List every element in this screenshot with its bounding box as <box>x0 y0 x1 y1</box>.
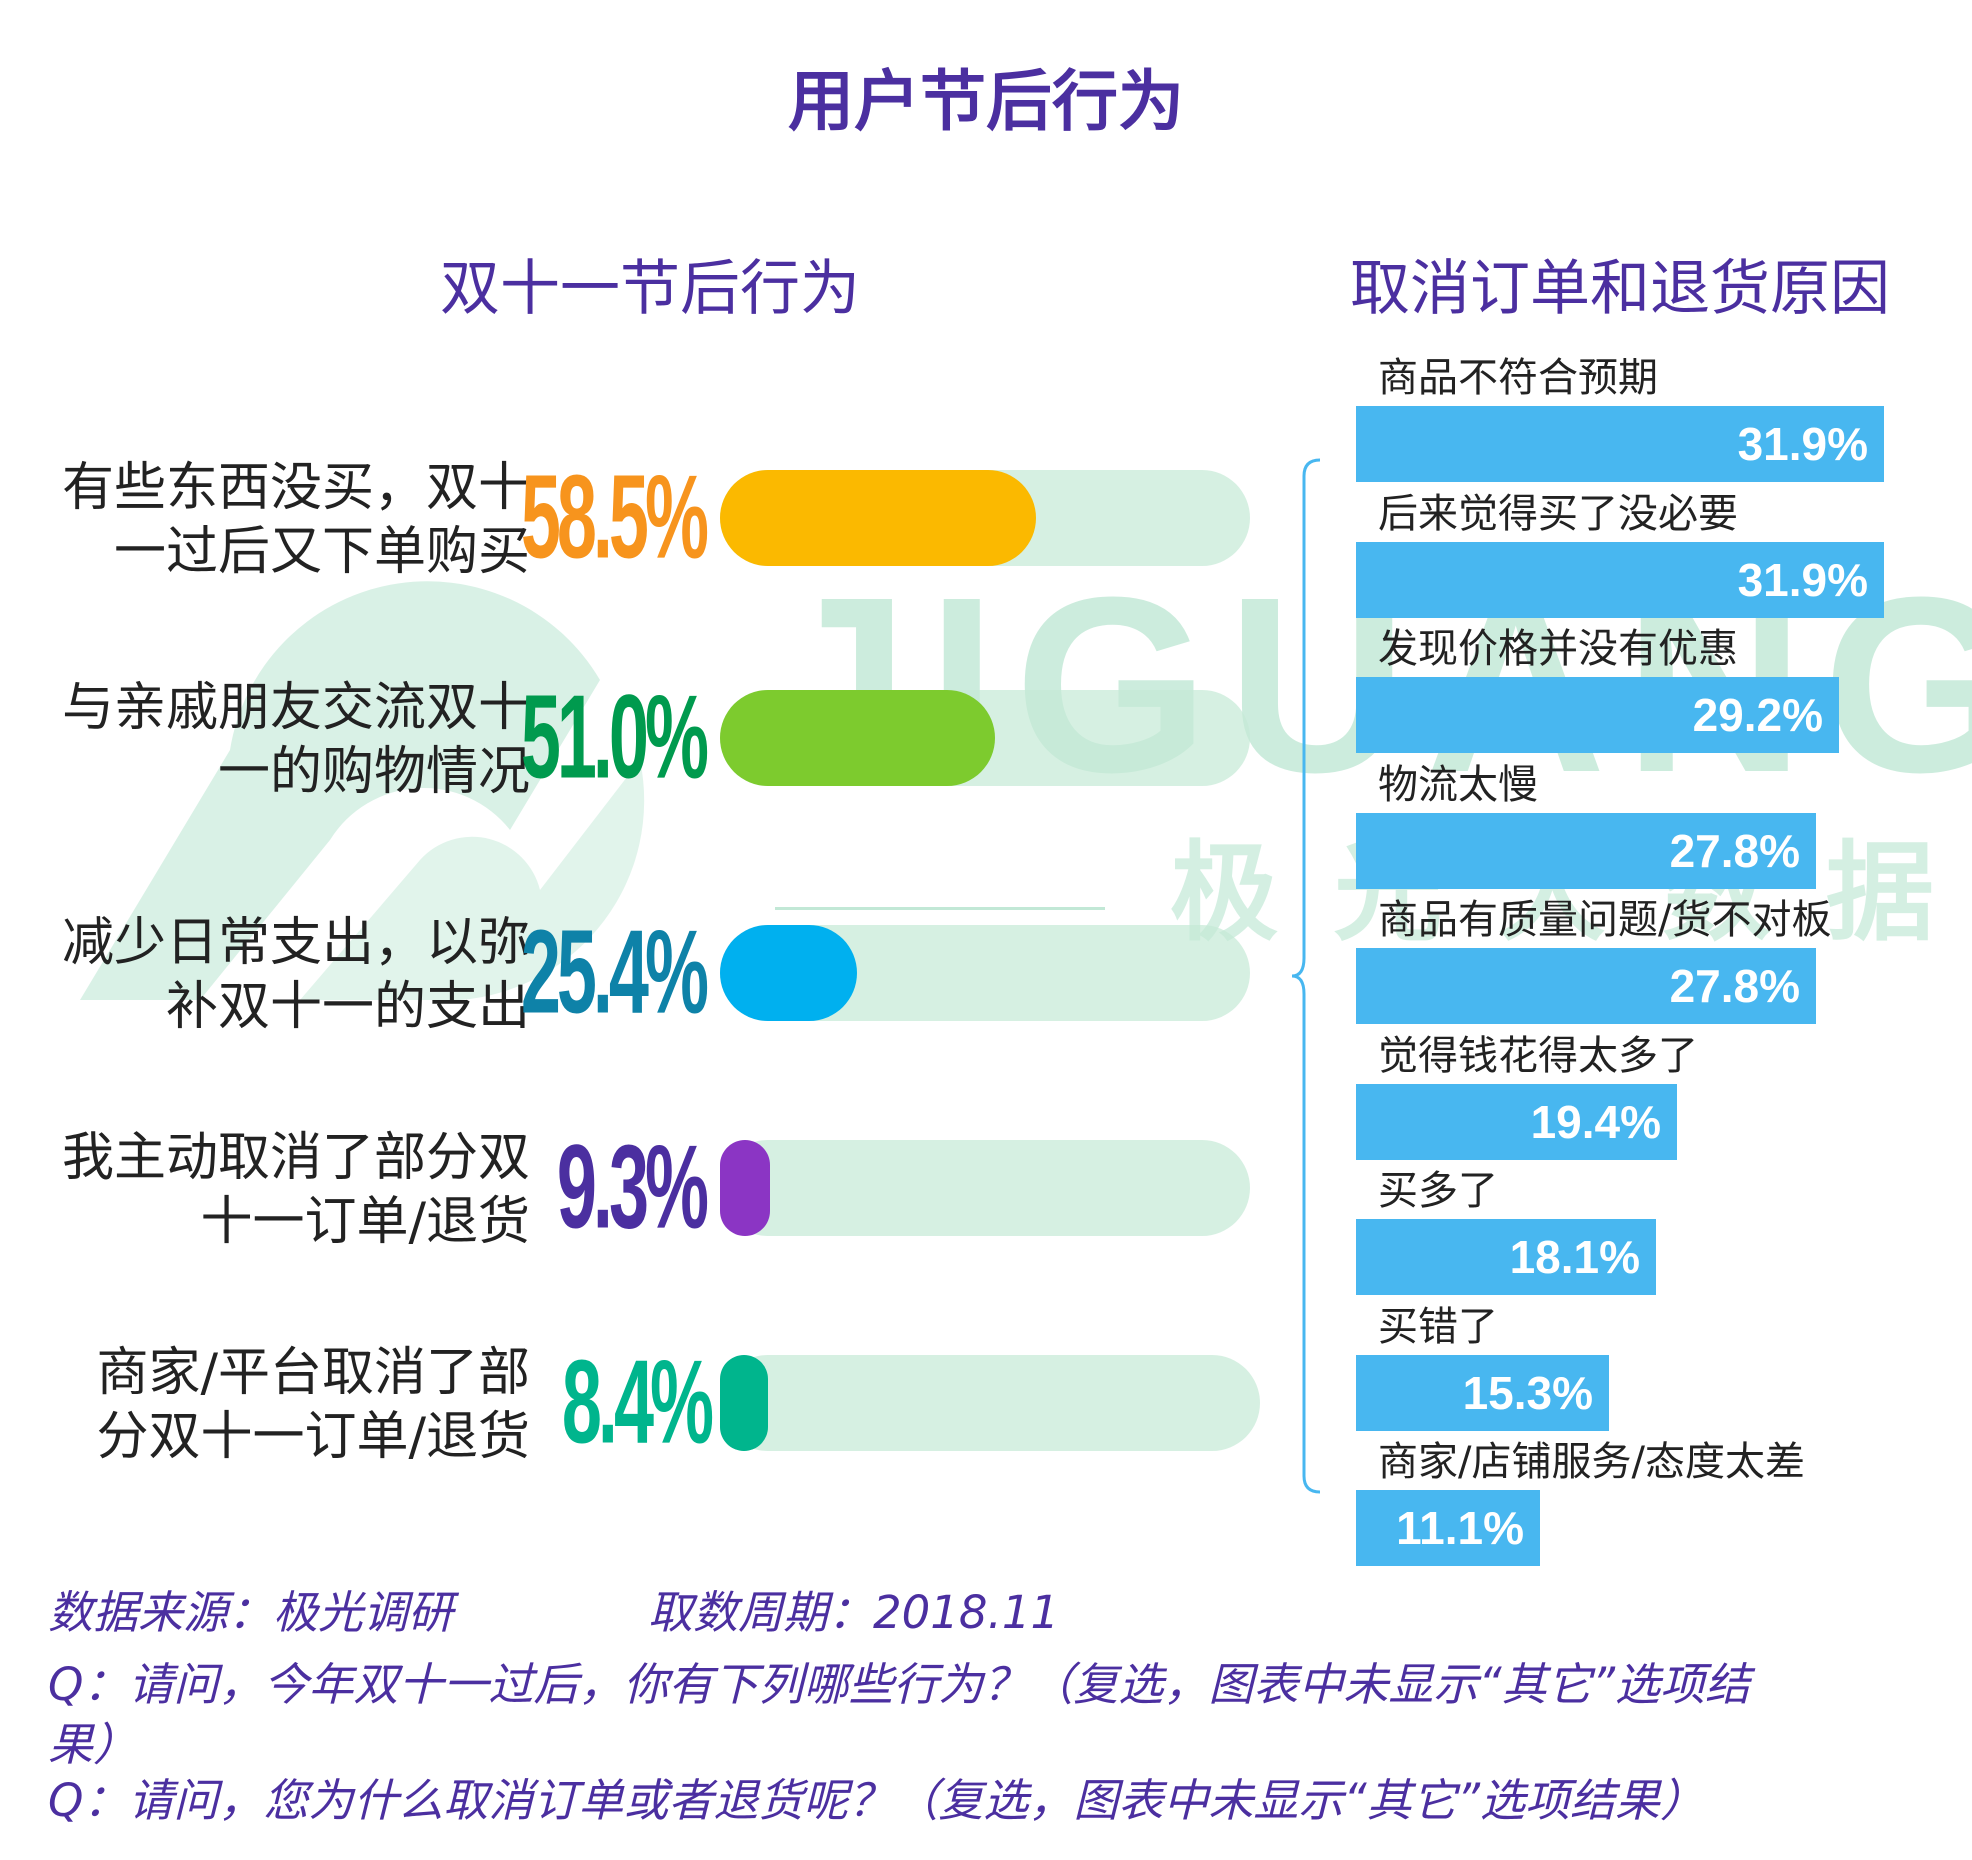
row-label: 减少日常支出，以弥 补双十一的支出 <box>20 911 530 1039</box>
category-label: 商品有质量问题/货不对板 <box>1378 897 1832 943</box>
category-label: 物流太慢 <box>1378 761 1538 808</box>
category-label: 后来觉得买了没必要 <box>1378 490 1738 537</box>
data-label: 58.5% <box>520 452 709 584</box>
category-label: 商品不符合预期 <box>1378 355 1658 401</box>
bar <box>720 925 858 1021</box>
data-label: 18.1% <box>1509 1231 1640 1283</box>
bar <box>720 1355 768 1451</box>
data-label: 31.9% <box>1737 418 1868 470</box>
bar <box>720 470 1036 566</box>
bracket-icon <box>1291 458 1321 1494</box>
row-label-line: 有些东西没买，双十 <box>61 458 530 518</box>
category-label: 商家/店铺服务/态度太差 <box>1378 1439 1805 1485</box>
category-label: 买多了 <box>1378 1168 1498 1214</box>
bar: 27.8% <box>1356 948 1816 1024</box>
data-label: 27.8% <box>1669 960 1800 1012</box>
row-label-line: 我主动取消了部分双 <box>61 1128 530 1188</box>
bar: 31.9% <box>1356 541 1884 618</box>
data-label: 25.4% <box>520 907 709 1039</box>
row-label: 商家/平台取消了部 分双十一订单/退货 <box>20 1341 530 1469</box>
footer-question-1-cont: 果） <box>48 1718 139 1771</box>
bar-track <box>720 1140 1250 1236</box>
bar: 31.9% <box>1356 406 1884 482</box>
bar: 29.2% <box>1356 677 1839 753</box>
data-label: 27.8% <box>1669 824 1800 877</box>
row-label-line: 分双十一订单/退货 <box>96 1407 530 1467</box>
data-label: 8.4% <box>561 1337 714 1469</box>
footer-question-2: Q：请问，您为什么取消订单或者退货呢？（复选，图表中未显示“其它”选项结果） <box>48 1774 1706 1827</box>
left-chart-title: 双十一节后行为 <box>440 254 860 324</box>
row-label-line: 商家/平台取消了部 <box>96 1343 530 1403</box>
bar-track <box>720 1355 1260 1451</box>
row-label-line: 与亲戚朋友交流双十 <box>61 678 530 738</box>
bar: 15.3% <box>1356 1354 1609 1431</box>
data-label: 29.2% <box>1692 689 1823 741</box>
category-label: 发现价格并没有优惠 <box>1378 626 1738 672</box>
footer-question-1: Q：请问，今年双十一过后，你有下列哪些行为？（复选，图表中未显示“其它”选项结 <box>48 1658 1751 1711</box>
right-chart-title: 取消订单和退货原因 <box>1350 254 1890 324</box>
bar <box>720 1140 771 1236</box>
row-label: 与亲戚朋友交流双十 一的购物情况 <box>20 676 530 804</box>
data-label: 51.0% <box>520 672 709 804</box>
row-label-line: 一的购物情况 <box>217 742 530 802</box>
footer-period: 取数周期：2018.11 <box>648 1586 1060 1639</box>
watermark-divider <box>775 907 1105 910</box>
bar <box>720 690 996 786</box>
row-label-line: 减少日常支出，以弥 <box>61 913 530 973</box>
row-label: 我主动取消了部分双 十一订单/退货 <box>20 1126 530 1254</box>
data-label: 9.3% <box>556 1122 709 1254</box>
category-label: 觉得钱花得太多了 <box>1378 1032 1698 1079</box>
row-label: 有些东西没买，双十 一过后又下单购买 <box>20 456 530 584</box>
row-label-line: 一过后又下单购买 <box>113 522 530 582</box>
page-title: 用户节后行为 <box>788 63 1184 140</box>
bar: 27.8% <box>1356 812 1816 889</box>
footer-source: 数据来源：极光调研 <box>48 1586 454 1639</box>
bar: 19.4% <box>1356 1083 1677 1160</box>
row-label-line: 补双十一的支出 <box>165 977 530 1037</box>
category-label: 买错了 <box>1378 1303 1498 1350</box>
data-label: 11.1% <box>1396 1502 1524 1554</box>
bar: 18.1% <box>1356 1219 1656 1295</box>
data-label: 19.4% <box>1530 1095 1661 1148</box>
data-label: 31.9% <box>1737 553 1868 606</box>
data-label: 15.3% <box>1462 1366 1593 1419</box>
row-label-line: 十一订单/退货 <box>200 1192 530 1252</box>
jiguang-logo-watermark <box>40 560 680 1024</box>
bar: 11.1% <box>1356 1490 1540 1566</box>
